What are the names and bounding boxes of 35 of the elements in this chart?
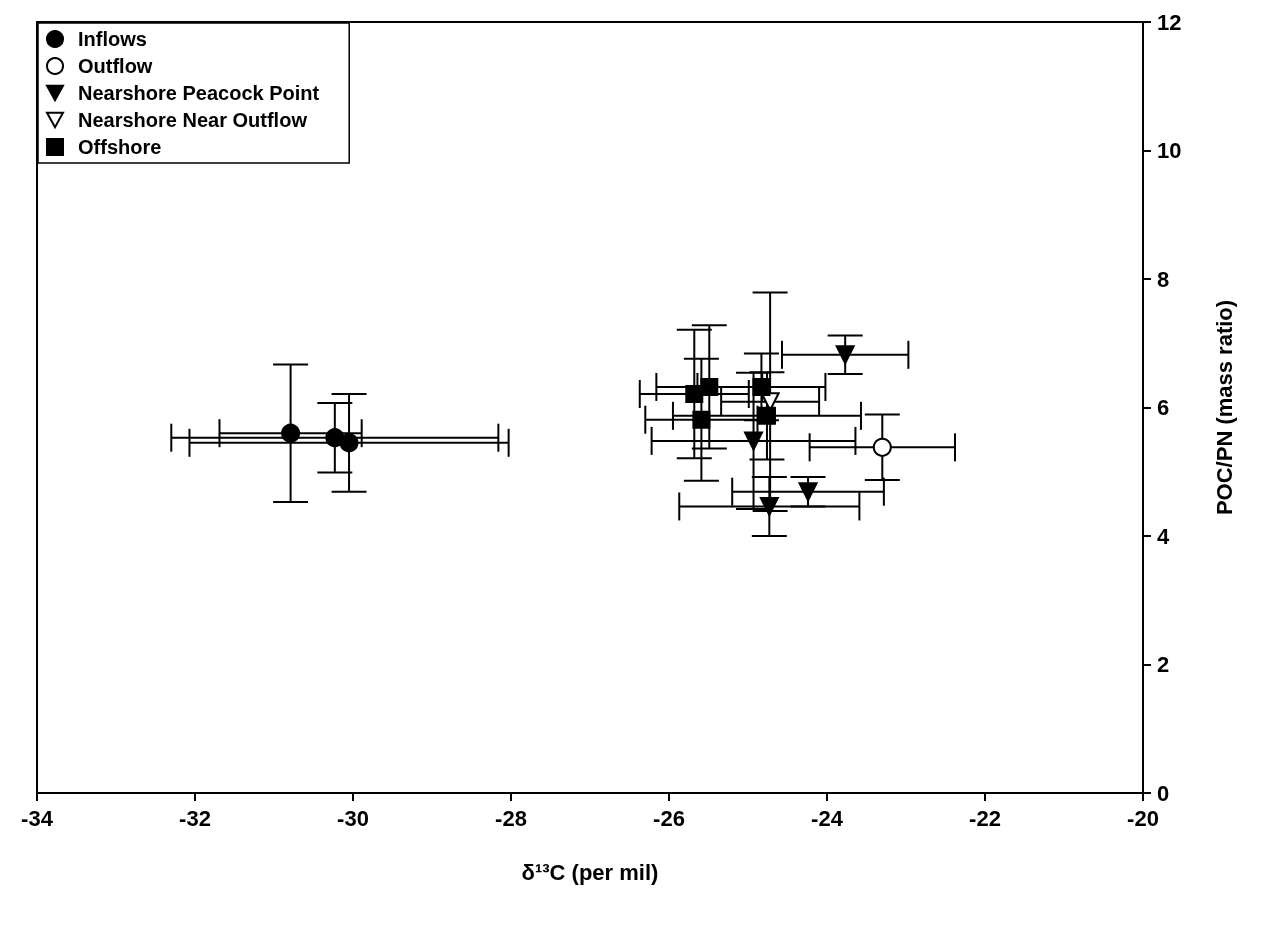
point — [757, 406, 776, 425]
y-tick-label: 4 — [1157, 523, 1170, 549]
y-tick-label: 2 — [1157, 652, 1170, 677]
y-tick-label: 10 — [1157, 138, 1182, 163]
x-tick-label: -22 — [969, 805, 1001, 831]
y-axis-title: POC/PN (mass ratio) — [1211, 299, 1237, 516]
x-tick-label: -24 — [811, 805, 844, 831]
point — [700, 377, 719, 396]
point — [744, 431, 764, 451]
point — [325, 428, 345, 448]
point — [798, 482, 818, 502]
point — [835, 345, 855, 365]
point — [752, 377, 771, 396]
legend-label: Outflow — [78, 55, 153, 77]
x-tick-label: -34 — [21, 805, 54, 831]
point — [685, 385, 704, 404]
legend-label: Nearshore Near Outflow — [78, 109, 308, 131]
x-tick-label: -32 — [179, 805, 211, 831]
point — [281, 423, 301, 443]
x-tick-label: -26 — [653, 805, 685, 831]
point — [339, 433, 359, 453]
legend-label: Nearshore Peacock Point — [78, 82, 320, 104]
y-tick-label: 6 — [1157, 395, 1170, 420]
x-tick-label: -30 — [337, 805, 369, 831]
legend-label: Inflows — [78, 28, 147, 50]
y-tick-label: 12 — [1157, 9, 1182, 35]
point — [692, 410, 711, 429]
y-tick-label: 0 — [1157, 780, 1170, 806]
point — [872, 437, 892, 457]
point — [759, 496, 779, 516]
x-tick-label: -20 — [1127, 805, 1159, 831]
x-tick-label: -28 — [495, 805, 527, 831]
y-tick-label: 8 — [1157, 266, 1170, 292]
x-axis-title: δ¹³C (per mil) — [521, 859, 659, 885]
legend-label: Offshore — [78, 136, 162, 158]
